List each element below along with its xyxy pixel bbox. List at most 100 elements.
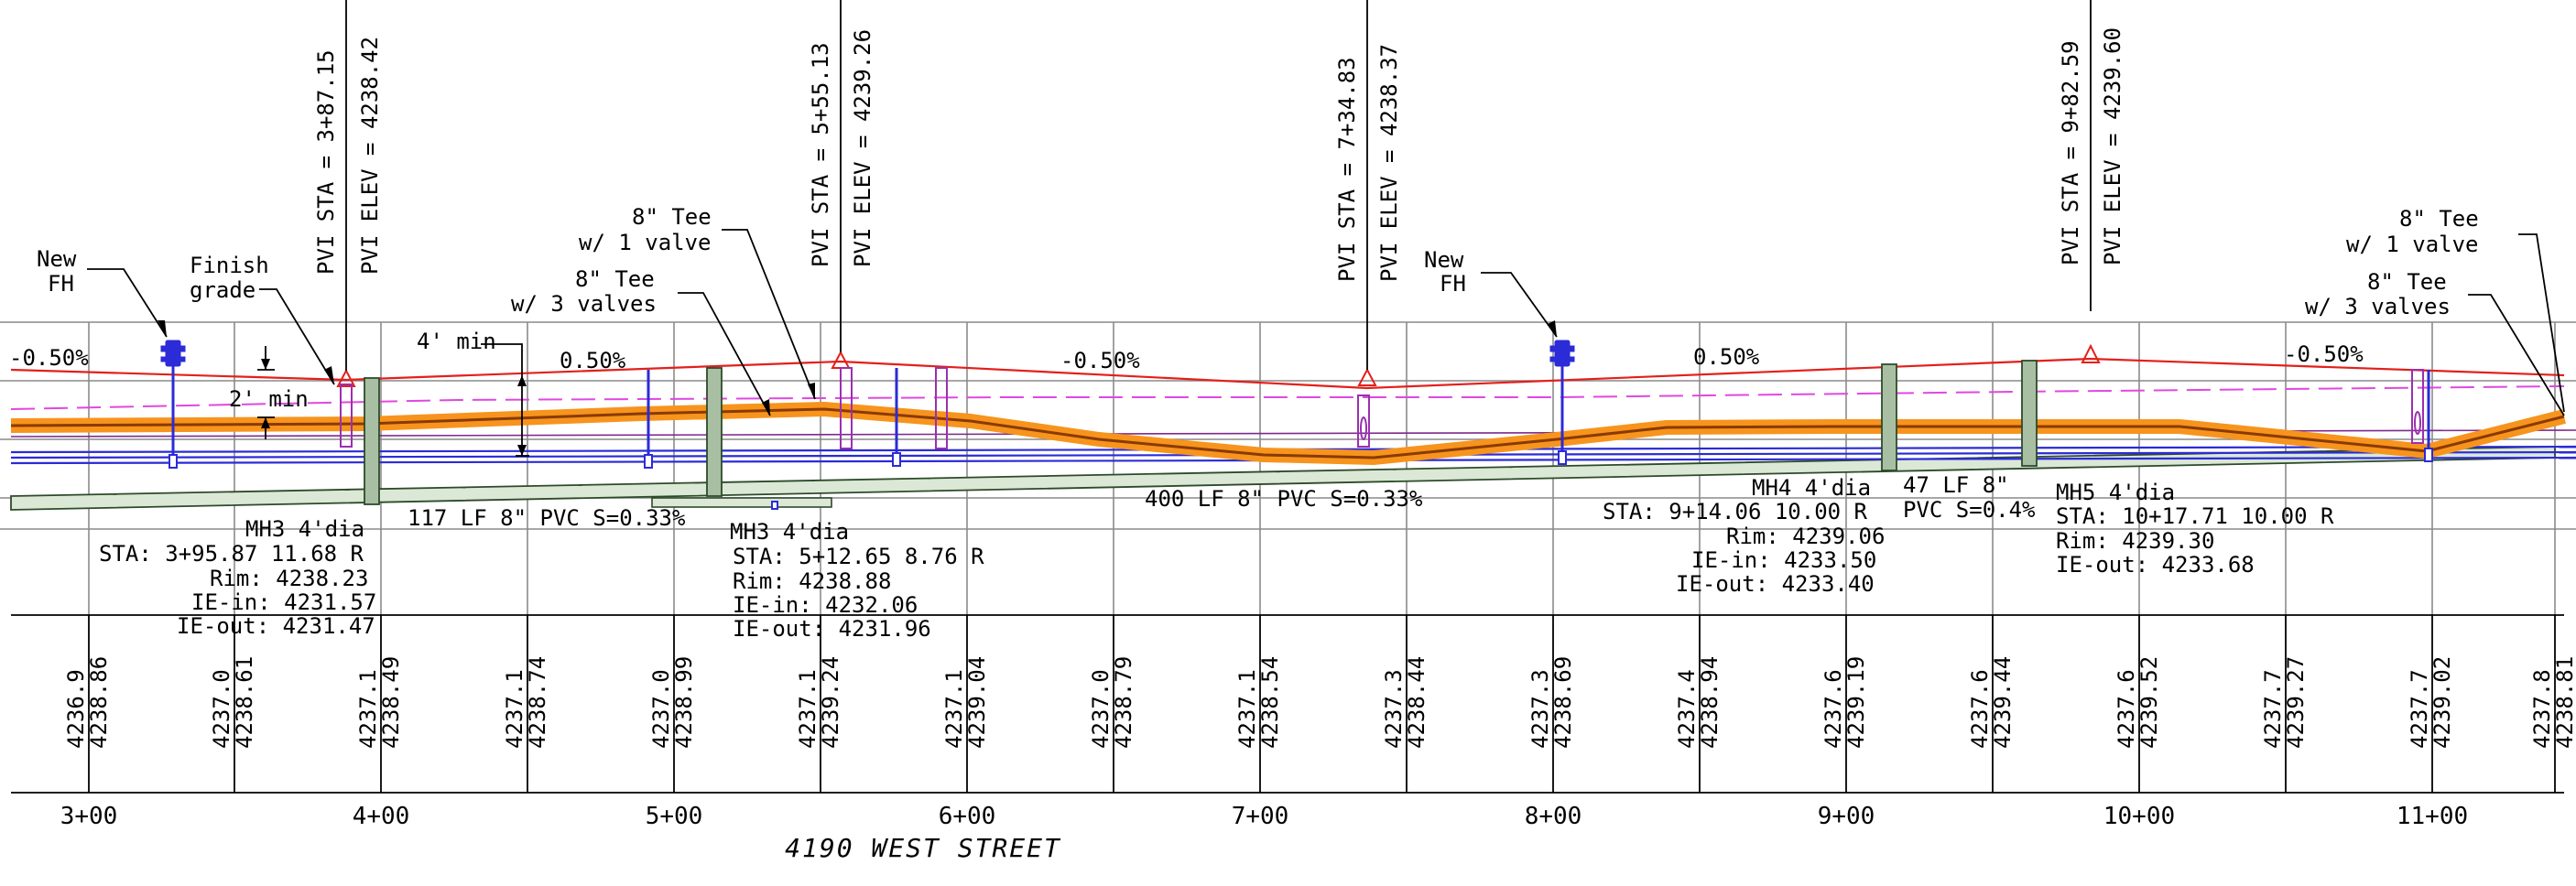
svg-text:MH3 4'dia: MH3 4'dia bbox=[245, 516, 364, 542]
existing-elevation: 4237.7 bbox=[2407, 669, 2432, 749]
pipe-run-label: 117 LF 8" PVC S=0.33% bbox=[408, 505, 686, 531]
proposed-elevation: 4238.44 bbox=[1404, 656, 1429, 749]
svg-text:MH3 4'dia: MH3 4'dia bbox=[730, 519, 849, 545]
valve bbox=[2414, 411, 2421, 435]
proposed-elevation: 4238.69 bbox=[1550, 656, 1576, 749]
svg-text:IE-out: 4231.96: IE-out: 4231.96 bbox=[733, 616, 931, 642]
svg-text:MH5 4'dia: MH5 4'dia bbox=[2056, 480, 2175, 505]
proposed-elevation: 4238.79 bbox=[1111, 656, 1136, 749]
existing-elevation: 4237.6 bbox=[1821, 669, 1846, 749]
svg-text:Rim: 4238.88: Rim: 4238.88 bbox=[733, 568, 891, 594]
existing-elevation: 4236.9 bbox=[63, 669, 89, 749]
station-label: 7+00 bbox=[1232, 803, 1289, 830]
existing-elevation: 4237.0 bbox=[1088, 669, 1114, 749]
proposed-elevation: 4239.52 bbox=[2136, 656, 2162, 749]
pvi-4-station: PVI STA = 9+82.59 bbox=[2058, 40, 2083, 265]
svg-text:IE-out: 4233.68: IE-out: 4233.68 bbox=[2056, 552, 2255, 578]
pvi-1-elevation: PVI ELEV = 4238.42 bbox=[357, 37, 383, 275]
proposed-elevation: 4238.49 bbox=[378, 656, 404, 749]
existing-elevation: 4237.6 bbox=[1967, 669, 1993, 749]
callout-new-fh: New bbox=[37, 246, 77, 272]
station-label: 6+00 bbox=[939, 803, 996, 830]
existing-elevation: 4237.1 bbox=[502, 669, 527, 749]
grade-label: -0.50% bbox=[9, 345, 89, 371]
proposed-elevation: 4239.02 bbox=[2429, 656, 2455, 749]
station-label: 3+00 bbox=[60, 803, 118, 830]
manhole-mh3-b bbox=[706, 367, 723, 497]
pvi-lines bbox=[345, 0, 2092, 371]
valve bbox=[1357, 394, 1370, 448]
callout-new-fh: FH bbox=[1440, 271, 1466, 297]
manhole-mh3-a bbox=[364, 377, 380, 505]
valve bbox=[840, 367, 853, 449]
existing-elevation: 4237.1 bbox=[1234, 669, 1260, 749]
manhole-data-mh4: MH4 4'dia STA: 9+14.06 10.00 R Rim: 4239… bbox=[1603, 475, 1885, 597]
finish-grade bbox=[10, 357, 2565, 390]
grade-label: 0.50% bbox=[1693, 344, 1760, 370]
pvi-3-station: PVI STA = 7+34.83 bbox=[1334, 57, 1360, 282]
station-labels: 3+00 4+00 5+00 6+00 7+00 8+00 9+00 10+00… bbox=[60, 803, 2468, 830]
valve bbox=[935, 367, 948, 449]
svg-text:MH4 4'dia: MH4 4'dia bbox=[1752, 475, 1871, 501]
manhole-mh4 bbox=[1881, 363, 1897, 471]
svg-text:STA: 5+12.65 8.76 R: STA: 5+12.65 8.76 R bbox=[733, 544, 984, 569]
fire-hydrant-icon bbox=[1549, 340, 1575, 367]
arrowheads bbox=[158, 320, 1557, 456]
pipe-run-label: 400 LF 8" PVC S=0.33% bbox=[1145, 486, 1423, 512]
svg-text:IE-out: 4233.40: IE-out: 4233.40 bbox=[1676, 571, 1875, 597]
proposed-elevation: 4238.54 bbox=[1257, 656, 1283, 749]
valve bbox=[2411, 369, 2424, 444]
svg-text:STA: 3+95.87 11.68 R: STA: 3+95.87 11.68 R bbox=[99, 541, 364, 567]
proposed-elevation: 4239.44 bbox=[1990, 656, 2016, 749]
manhole-mh5 bbox=[2021, 360, 2038, 467]
manhole-data-mh5: MH5 4'dia STA: 10+17.71 10.00 R Rim: 423… bbox=[2056, 480, 2334, 578]
station-label: 4+00 bbox=[353, 803, 410, 830]
station-label: 5+00 bbox=[646, 803, 703, 830]
callout-tee-three-valves: w/ 3 valves bbox=[511, 291, 657, 317]
proposed-elevation: 4238.94 bbox=[1697, 656, 1723, 749]
svg-text:STA: 9+14.06 10.00 R: STA: 9+14.06 10.00 R bbox=[1603, 499, 1868, 524]
callout-finish-grade: Finish bbox=[190, 253, 269, 278]
proposed-elevation: 4239.27 bbox=[2283, 656, 2309, 749]
proposed-elevation: 4238.61 bbox=[232, 656, 257, 749]
pvi-1-station: PVI STA = 3+87.15 bbox=[313, 49, 339, 275]
gas-main bbox=[10, 402, 2566, 465]
existing-elevation: 4237.8 bbox=[2529, 669, 2555, 749]
proposed-elevation: 4238.81 bbox=[2552, 656, 2576, 749]
existing-elevation: 4237.0 bbox=[209, 669, 234, 749]
station-label: 8+00 bbox=[1525, 803, 1582, 830]
callout-tee-one-valve: w/ 1 valve bbox=[579, 230, 712, 255]
proposed-elevation: 4239.24 bbox=[818, 656, 843, 749]
svg-text:IE-in: 4233.50: IE-in: 4233.50 bbox=[1691, 547, 1876, 573]
callout-finish-grade: grade bbox=[190, 277, 255, 303]
station-label: 11+00 bbox=[2397, 803, 2468, 830]
callout-tee-one-valve: 8" Tee bbox=[2399, 206, 2479, 232]
dim-four-min: 4' min bbox=[417, 329, 496, 354]
svg-text:Rim: 4238.23: Rim: 4238.23 bbox=[210, 566, 368, 591]
valve bbox=[1360, 416, 1367, 440]
callout-tee-three-valves: w/ 3 valves bbox=[2305, 294, 2451, 319]
leaders bbox=[87, 229, 2565, 457]
existing-grade bbox=[10, 385, 2565, 410]
existing-elevation: 4237.0 bbox=[648, 669, 674, 749]
dim-two-min: 2' min bbox=[229, 386, 309, 412]
callout-new-fh: FH bbox=[48, 271, 74, 297]
pvi-3-elevation: PVI ELEV = 4238.37 bbox=[1376, 44, 1402, 282]
pvi-4-elevation: PVI ELEV = 4239.60 bbox=[2100, 27, 2125, 265]
callout-tee-three-valves: 8" Tee bbox=[2367, 269, 2447, 295]
existing-elevation: 4237.4 bbox=[1674, 669, 1700, 749]
existing-elevation: 4237.1 bbox=[941, 669, 967, 749]
grade-label: -0.50% bbox=[2284, 341, 2364, 367]
valve bbox=[340, 384, 353, 448]
pvi-2-elevation: PVI ELEV = 4239.26 bbox=[850, 29, 875, 267]
existing-elevation: 4237.1 bbox=[795, 669, 821, 749]
svg-text:Rim: 4239.30: Rim: 4239.30 bbox=[2056, 528, 2214, 554]
existing-elevation: 4237.6 bbox=[2114, 669, 2139, 749]
station-label: 10+00 bbox=[2103, 803, 2175, 830]
street-title: 4190 WEST STREET bbox=[785, 833, 1061, 863]
callout-new-fh: New bbox=[1424, 247, 1464, 273]
station-label: 9+00 bbox=[1818, 803, 1875, 830]
proposed-elevation: 4238.99 bbox=[671, 656, 697, 749]
fire-hydrant-icon bbox=[160, 340, 186, 367]
